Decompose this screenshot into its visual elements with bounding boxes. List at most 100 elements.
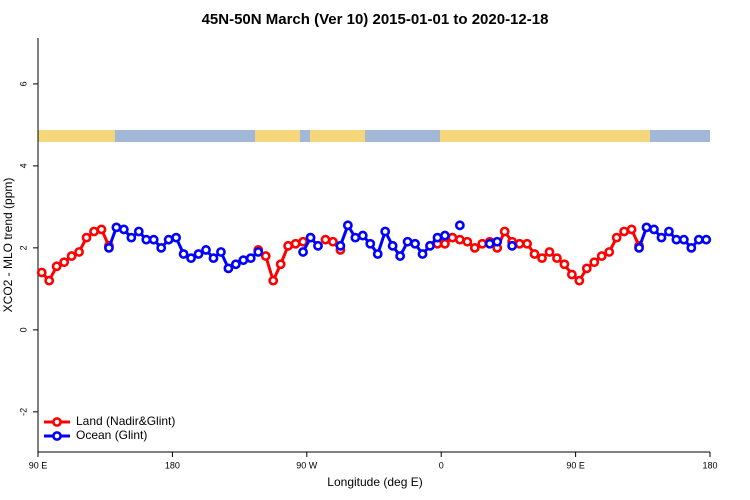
data-point (634, 242, 644, 253)
x-tick-label: 0 (439, 460, 444, 470)
y-tick-label: 0 (18, 327, 28, 332)
data-point (522, 238, 532, 249)
series-line (107, 221, 707, 271)
data-point (604, 247, 615, 257)
data-point (298, 236, 308, 247)
x-axis-label: Longitude (deg E) (327, 475, 422, 489)
data-point (275, 259, 286, 270)
data-point (133, 226, 144, 237)
data-point (104, 242, 114, 253)
data-point (387, 240, 398, 251)
data-point (447, 232, 458, 243)
data-point (477, 238, 488, 249)
data-point (372, 249, 383, 259)
data-point (664, 226, 674, 237)
data-point (469, 242, 480, 253)
data-point (574, 275, 585, 286)
data-point (305, 232, 316, 243)
data-point (537, 253, 547, 264)
data-point (507, 240, 518, 251)
data-point (395, 251, 406, 261)
x-tick-label: 90 E (29, 460, 48, 470)
data-point (402, 236, 413, 247)
y-tick-label: -2 (18, 408, 28, 416)
data-point (552, 253, 562, 264)
y-tick-label: 4 (18, 163, 28, 168)
data-point (440, 230, 450, 241)
data-point (290, 238, 301, 249)
data-point (51, 261, 62, 272)
data-point (425, 240, 435, 251)
x-tick-label: 90 E (566, 460, 585, 470)
data-point (59, 257, 70, 268)
x-tick-label: 180 (702, 460, 717, 470)
y-axis-label: XCO2 - MLO trend (ppm) (1, 178, 15, 313)
data-point (417, 249, 428, 259)
data-point (163, 234, 174, 245)
data-point (245, 253, 256, 264)
data-point (432, 232, 443, 243)
data-point (298, 247, 308, 257)
legend-marker (52, 431, 62, 441)
data-point (701, 234, 712, 245)
data-point (566, 269, 577, 280)
data-point (230, 259, 241, 270)
data-point (126, 232, 137, 243)
data-point (216, 247, 226, 257)
data-point (656, 232, 667, 243)
y-tick-label: 6 (18, 81, 28, 86)
data-point (619, 226, 630, 237)
data-point (320, 234, 331, 245)
data-point (454, 234, 465, 245)
data-point (626, 224, 637, 235)
data-point (529, 249, 540, 259)
data-point (156, 242, 167, 253)
x-tick-label: 90 W (296, 460, 318, 470)
data-point (253, 247, 264, 257)
data-point (514, 238, 525, 249)
data-point (671, 234, 682, 245)
data-point (365, 238, 376, 249)
data-point (268, 275, 279, 286)
data-point (44, 275, 55, 286)
data-point (313, 240, 323, 251)
data-point (596, 251, 607, 261)
data-point (66, 251, 77, 261)
data-point (283, 240, 294, 251)
land-ocean-map-strip (38, 130, 710, 142)
data-point (649, 224, 659, 235)
data-point (678, 234, 689, 245)
chart-title: 45N-50N March (Ver 10) 2015-01-01 to 202… (202, 11, 549, 28)
data-point (118, 224, 129, 235)
data-point (611, 232, 622, 243)
data-point (380, 226, 391, 237)
data-point (581, 263, 592, 274)
data-point (328, 236, 338, 247)
data-point (462, 236, 473, 247)
data-point (74, 247, 84, 257)
data-point (148, 234, 159, 245)
data-point (544, 247, 555, 257)
data-point (171, 232, 182, 243)
y-tick-label: 2 (18, 245, 28, 250)
x-tick-label: 180 (165, 460, 180, 470)
data-point (193, 249, 204, 259)
data-point (589, 257, 600, 268)
data-point (484, 238, 495, 249)
data-point (141, 234, 152, 245)
data-point (410, 238, 420, 249)
data-point (208, 253, 219, 264)
data-point (342, 220, 353, 231)
data-point (238, 255, 249, 266)
data-point (559, 259, 570, 270)
data-point (641, 222, 652, 233)
data-point (81, 232, 92, 243)
data-point (499, 226, 510, 237)
data-point (693, 234, 704, 245)
data-point (335, 240, 346, 251)
legend-label: Ocean (Glint) (76, 428, 147, 442)
data-point (260, 251, 271, 261)
legend-label: Land (Nadir&Glint) (76, 414, 175, 428)
data-point (89, 226, 99, 237)
